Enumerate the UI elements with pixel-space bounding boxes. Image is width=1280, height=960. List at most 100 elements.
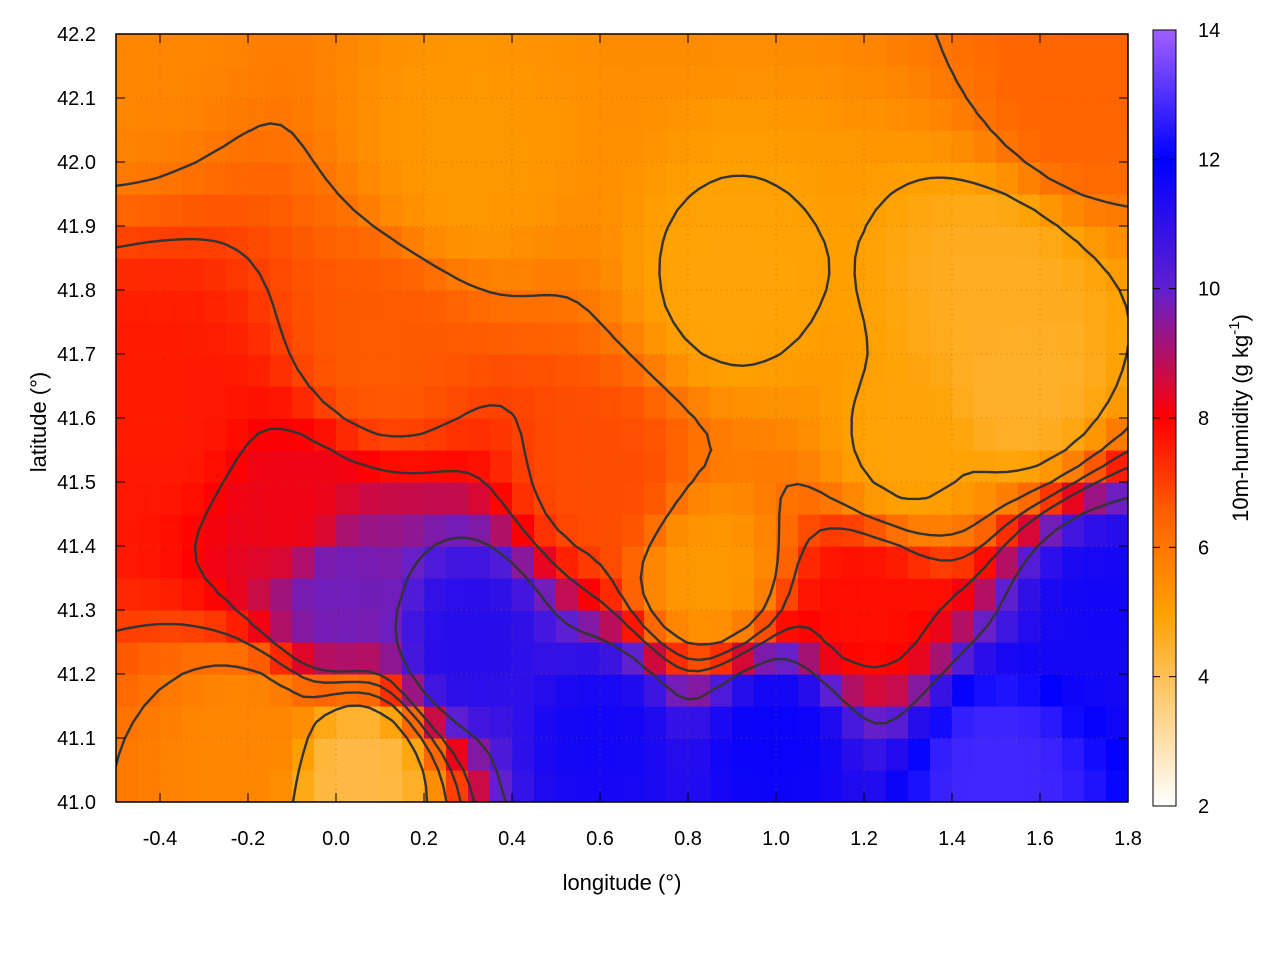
heat-cell bbox=[160, 258, 183, 291]
heat-cell bbox=[1018, 354, 1041, 387]
heat-cell bbox=[578, 34, 601, 67]
heat-cell bbox=[776, 482, 799, 515]
heat-cell bbox=[732, 418, 755, 451]
heat-cell bbox=[468, 386, 491, 419]
heat-cell bbox=[600, 642, 623, 675]
heat-cell bbox=[996, 770, 1019, 802]
heat-cell bbox=[622, 706, 645, 739]
heat-cell bbox=[688, 546, 711, 579]
heat-cell bbox=[908, 354, 931, 387]
heat-cell bbox=[138, 130, 161, 163]
heat-cell bbox=[732, 194, 755, 227]
heat-cell bbox=[534, 258, 557, 291]
heat-cell bbox=[336, 226, 359, 259]
heat-cell bbox=[446, 482, 469, 515]
heat-cell bbox=[314, 226, 337, 259]
heat-cell bbox=[160, 514, 183, 547]
heat-cell bbox=[226, 450, 249, 483]
heat-cell bbox=[930, 354, 953, 387]
heat-cell bbox=[182, 354, 205, 387]
heat-cell bbox=[512, 66, 535, 99]
heat-cell bbox=[358, 738, 381, 771]
heat-cell bbox=[600, 354, 623, 387]
heat-cell bbox=[842, 226, 865, 259]
heat-cell bbox=[182, 194, 205, 227]
heat-cell bbox=[732, 450, 755, 483]
heat-cell bbox=[622, 610, 645, 643]
heat-cell bbox=[710, 738, 733, 771]
heat-cell bbox=[622, 450, 645, 483]
heat-cell bbox=[556, 674, 579, 707]
heat-cell bbox=[424, 610, 447, 643]
heat-cell bbox=[446, 610, 469, 643]
heat-cell bbox=[622, 194, 645, 227]
heat-cell bbox=[138, 258, 161, 291]
heat-cell bbox=[886, 98, 909, 131]
heat-cell bbox=[842, 546, 865, 579]
heat-cell bbox=[248, 450, 271, 483]
colorbar-tick-label: 2 bbox=[1198, 796, 1209, 818]
heat-cell bbox=[578, 354, 601, 387]
heat-cell bbox=[666, 322, 689, 355]
heat-cell bbox=[490, 194, 513, 227]
heat-cell bbox=[116, 194, 139, 227]
heat-cell bbox=[930, 706, 953, 739]
heat-cell bbox=[820, 98, 843, 131]
colorbar-tick-label: 6 bbox=[1198, 537, 1209, 559]
heat-cell bbox=[226, 130, 249, 163]
heat-cell bbox=[226, 674, 249, 707]
heat-cell bbox=[798, 226, 821, 259]
heat-cell bbox=[710, 354, 733, 387]
y-tick-label: 41.1 bbox=[57, 728, 96, 750]
heat-cell bbox=[1106, 354, 1128, 387]
heat-cell bbox=[556, 610, 579, 643]
heat-cell bbox=[424, 578, 447, 611]
heat-cell bbox=[688, 98, 711, 131]
heat-cell bbox=[820, 546, 843, 579]
heat-cell bbox=[666, 290, 689, 323]
heat-cell bbox=[468, 130, 491, 163]
heat-cell bbox=[556, 738, 579, 771]
heat-cell bbox=[1018, 706, 1041, 739]
heat-cell bbox=[160, 418, 183, 451]
heat-cell bbox=[710, 290, 733, 323]
heat-cell bbox=[446, 194, 469, 227]
heat-cell bbox=[270, 642, 293, 675]
heat-cell bbox=[1084, 258, 1107, 291]
heat-cell bbox=[622, 418, 645, 451]
heat-cell bbox=[490, 418, 513, 451]
heat-cell bbox=[292, 386, 315, 419]
heat-cell bbox=[930, 130, 953, 163]
colorbar-ticks: 2 4 6 8 10 12 14 bbox=[1153, 20, 1220, 818]
heat-cell bbox=[512, 354, 535, 387]
heat-cell bbox=[424, 546, 447, 579]
heat-cell bbox=[798, 354, 821, 387]
heat-cell bbox=[688, 322, 711, 355]
heat-cell bbox=[556, 162, 579, 195]
heat-cell bbox=[1018, 642, 1041, 675]
heat-cell bbox=[336, 450, 359, 483]
heat-cell bbox=[380, 226, 403, 259]
heat-cell bbox=[666, 386, 689, 419]
heat-cell bbox=[578, 226, 601, 259]
heat-cell bbox=[292, 290, 315, 323]
heat-cell bbox=[996, 386, 1019, 419]
heat-cell bbox=[600, 514, 623, 547]
heat-cell bbox=[292, 194, 315, 227]
heat-cell bbox=[600, 674, 623, 707]
heat-cell bbox=[1040, 98, 1063, 131]
heat-cell bbox=[578, 386, 601, 419]
heat-cell bbox=[1084, 514, 1107, 547]
heat-cell bbox=[820, 418, 843, 451]
heat-cell bbox=[534, 98, 557, 131]
heat-cell bbox=[358, 34, 381, 67]
heat-cell bbox=[160, 546, 183, 579]
heat-cell bbox=[490, 130, 513, 163]
heat-cell bbox=[622, 322, 645, 355]
heat-cell bbox=[600, 386, 623, 419]
heat-cell bbox=[380, 66, 403, 99]
heat-cell bbox=[116, 706, 139, 739]
heat-cell bbox=[1106, 98, 1128, 131]
heat-cell bbox=[996, 98, 1019, 131]
heat-cell bbox=[952, 34, 975, 67]
